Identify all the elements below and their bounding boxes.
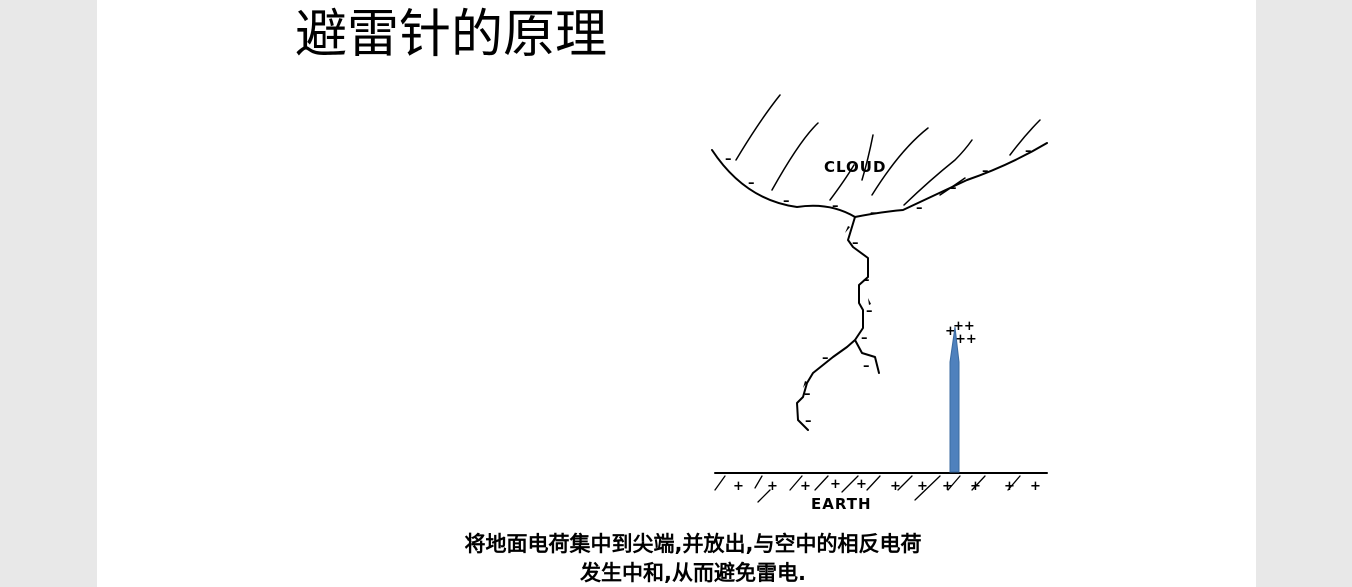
svg-text:–: – [822, 351, 829, 366]
svg-text:+: + [942, 479, 953, 494]
svg-text:+: + [917, 479, 928, 494]
svg-text:+: + [970, 479, 981, 494]
discharge-arrows [803, 226, 871, 388]
svg-text:–: – [805, 414, 812, 429]
cloud-outline [711, 142, 1048, 218]
slide-page [97, 0, 1256, 587]
svg-text:+: + [733, 479, 744, 494]
svg-text:–: – [725, 152, 732, 167]
lightning-rod [949, 326, 960, 473]
svg-text:+: + [945, 324, 956, 339]
lightning-branch [854, 339, 880, 374]
svg-text:–: – [982, 164, 989, 179]
svg-text:++: ++ [953, 319, 975, 334]
svg-text:+: + [1030, 479, 1041, 494]
svg-text:–: – [861, 331, 868, 346]
svg-text:+: + [856, 477, 867, 492]
earth-label: EARTH [811, 495, 872, 513]
svg-text:–: – [916, 201, 923, 216]
svg-text:+: + [800, 479, 811, 494]
svg-text:–: – [863, 359, 870, 374]
svg-text:–: – [870, 206, 877, 221]
caption-line-2: 发生中和,从而避免雷电. [580, 561, 806, 585]
ground-hatching [714, 475, 1021, 503]
svg-text:+: + [1004, 479, 1015, 494]
svg-text:–: – [832, 199, 839, 214]
cloud-hatching [735, 94, 1041, 206]
svg-text:++: ++ [955, 332, 977, 347]
lightning-main [796, 216, 869, 431]
svg-text:+: + [767, 479, 778, 494]
svg-text:–: – [1025, 144, 1032, 159]
svg-text:+: + [890, 479, 901, 494]
charge-marks: ––– – – – ––– ––– ––– –– + + + + + + + + + + + ++… [725, 144, 1041, 494]
cloud-label: CLOUD [824, 158, 886, 176]
svg-text:–: – [748, 176, 755, 191]
svg-text:–: – [866, 304, 873, 319]
svg-text:+: + [830, 477, 841, 492]
svg-text:–: – [950, 181, 957, 196]
caption-line-1: 将地面电荷集中到尖端,并放出,与空中的相反电荷 [464, 532, 922, 556]
svg-text:–: – [863, 273, 870, 288]
svg-text:–: – [783, 194, 790, 209]
svg-text:–: – [804, 387, 811, 402]
slide-title: 避雷针的原理 [295, 5, 608, 65]
svg-text:–: – [852, 236, 859, 251]
